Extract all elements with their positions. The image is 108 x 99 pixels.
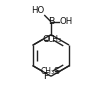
Text: O: O bbox=[43, 35, 50, 44]
Text: CH₃: CH₃ bbox=[40, 67, 55, 76]
Text: B: B bbox=[48, 17, 54, 26]
Text: CH₃: CH₃ bbox=[48, 35, 62, 44]
Text: F: F bbox=[43, 72, 48, 81]
Text: OH: OH bbox=[60, 17, 73, 26]
Text: HO: HO bbox=[31, 6, 44, 15]
Text: S: S bbox=[53, 67, 59, 76]
